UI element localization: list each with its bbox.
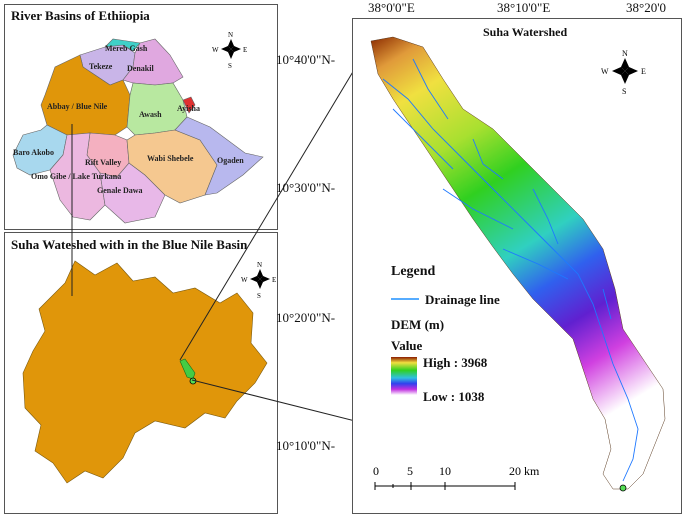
svg-text:E: E	[641, 67, 646, 76]
compass-rose-icon: N S E W	[212, 31, 247, 70]
label-tekeze: Tekeze	[89, 62, 113, 71]
basin-omo-gibe	[49, 132, 106, 221]
label-baro-akobo: Baro Akobo	[13, 148, 54, 157]
label-genale-dawa: Genale Dawa	[97, 186, 143, 195]
legend-dem-title: DEM (m)	[391, 317, 444, 332]
drainage-network	[382, 58, 639, 482]
label-denakil: Denakil	[127, 64, 154, 73]
label-awash: Awash	[139, 110, 162, 119]
svg-text:E: E	[272, 276, 276, 284]
lon-label-2: 38°10'0"E	[497, 0, 551, 15]
compass-rose-icon: N S E W	[601, 49, 646, 96]
compass-rose-icon: N S E W	[241, 261, 276, 300]
outlet-point-marker	[619, 484, 627, 492]
svg-text:N: N	[228, 31, 233, 39]
label-ayisha: Ayisha	[177, 104, 200, 113]
scale-tick-0: 0	[373, 464, 379, 478]
label-mereb-gash: Mereb Gash	[105, 44, 148, 53]
svg-text:W: W	[601, 67, 609, 76]
svg-text:W: W	[241, 276, 248, 284]
legend-value-label: Value	[391, 338, 423, 353]
lat-label-2: 10°30'0"N-	[276, 180, 336, 195]
ethiopia-basins-panel: River Basins of Ethiiopia Mereb Gash Tek…	[4, 4, 278, 230]
scale-tick-5: 5	[407, 464, 413, 478]
label-abbay: Abbay / Blue Nile	[47, 102, 108, 111]
legend-low-label: Low : 1038	[423, 389, 485, 404]
svg-text:N: N	[257, 261, 262, 269]
legend-title: Legend	[391, 264, 436, 279]
svg-text:W: W	[212, 46, 219, 54]
svg-text:S: S	[622, 87, 626, 96]
ethiopia-panel-title: River Basins of Ethiiopia	[11, 8, 150, 23]
scale-tick-10: 10	[439, 464, 451, 478]
lat-label-4: 10°10'0"N-	[276, 438, 336, 453]
svg-text:E: E	[243, 46, 247, 54]
legend: Legend Drainage line DEM (m) Value High …	[391, 264, 500, 404]
lon-label-3: 38°20'0	[626, 0, 667, 15]
label-wabi-shebele: Wabi Shebele	[147, 154, 194, 163]
outlet-point-marker	[189, 377, 197, 385]
suha-dem-map: N S E W Legend Drainage line DEM (m) Val…	[370, 36, 666, 492]
label-ogaden: Ogaden	[217, 156, 244, 165]
scale-bar: 0 5 10 20 km	[373, 464, 540, 490]
ethiopia-basin-map: Mereb Gash Tekeze Denakil Abbay / Blue N…	[12, 31, 264, 224]
svg-text:S: S	[228, 62, 232, 70]
svg-text:S: S	[257, 292, 261, 300]
lat-label-3: 10°20'0"N-	[276, 310, 336, 325]
lon-label-1: 38°0'0"E	[368, 0, 415, 15]
scale-tick-20: 20 km	[509, 464, 540, 478]
legend-drainage-label: Drainage line	[425, 292, 500, 307]
lat-label-1: 10°40'0"N-	[276, 52, 336, 67]
label-rift-valley: Rift Valley	[85, 158, 121, 167]
blue-nile-basin-shape	[22, 260, 268, 484]
bluenile-panel: Suha Wateshed with in the Blue Nile Basi…	[4, 232, 278, 514]
svg-text:N: N	[622, 49, 628, 58]
dem-color-ramp	[391, 357, 417, 395]
suha-watershed-panel: Suha Watershed	[352, 18, 682, 514]
suha-watershed-dem	[370, 36, 666, 490]
suha-panel-title: Suha Watershed	[483, 25, 568, 39]
legend-high-label: High : 3968	[423, 355, 488, 370]
bluenile-map: N S E W	[22, 260, 276, 484]
label-omo-gibe: Omo Gibe / Lake Turkana	[31, 172, 121, 181]
